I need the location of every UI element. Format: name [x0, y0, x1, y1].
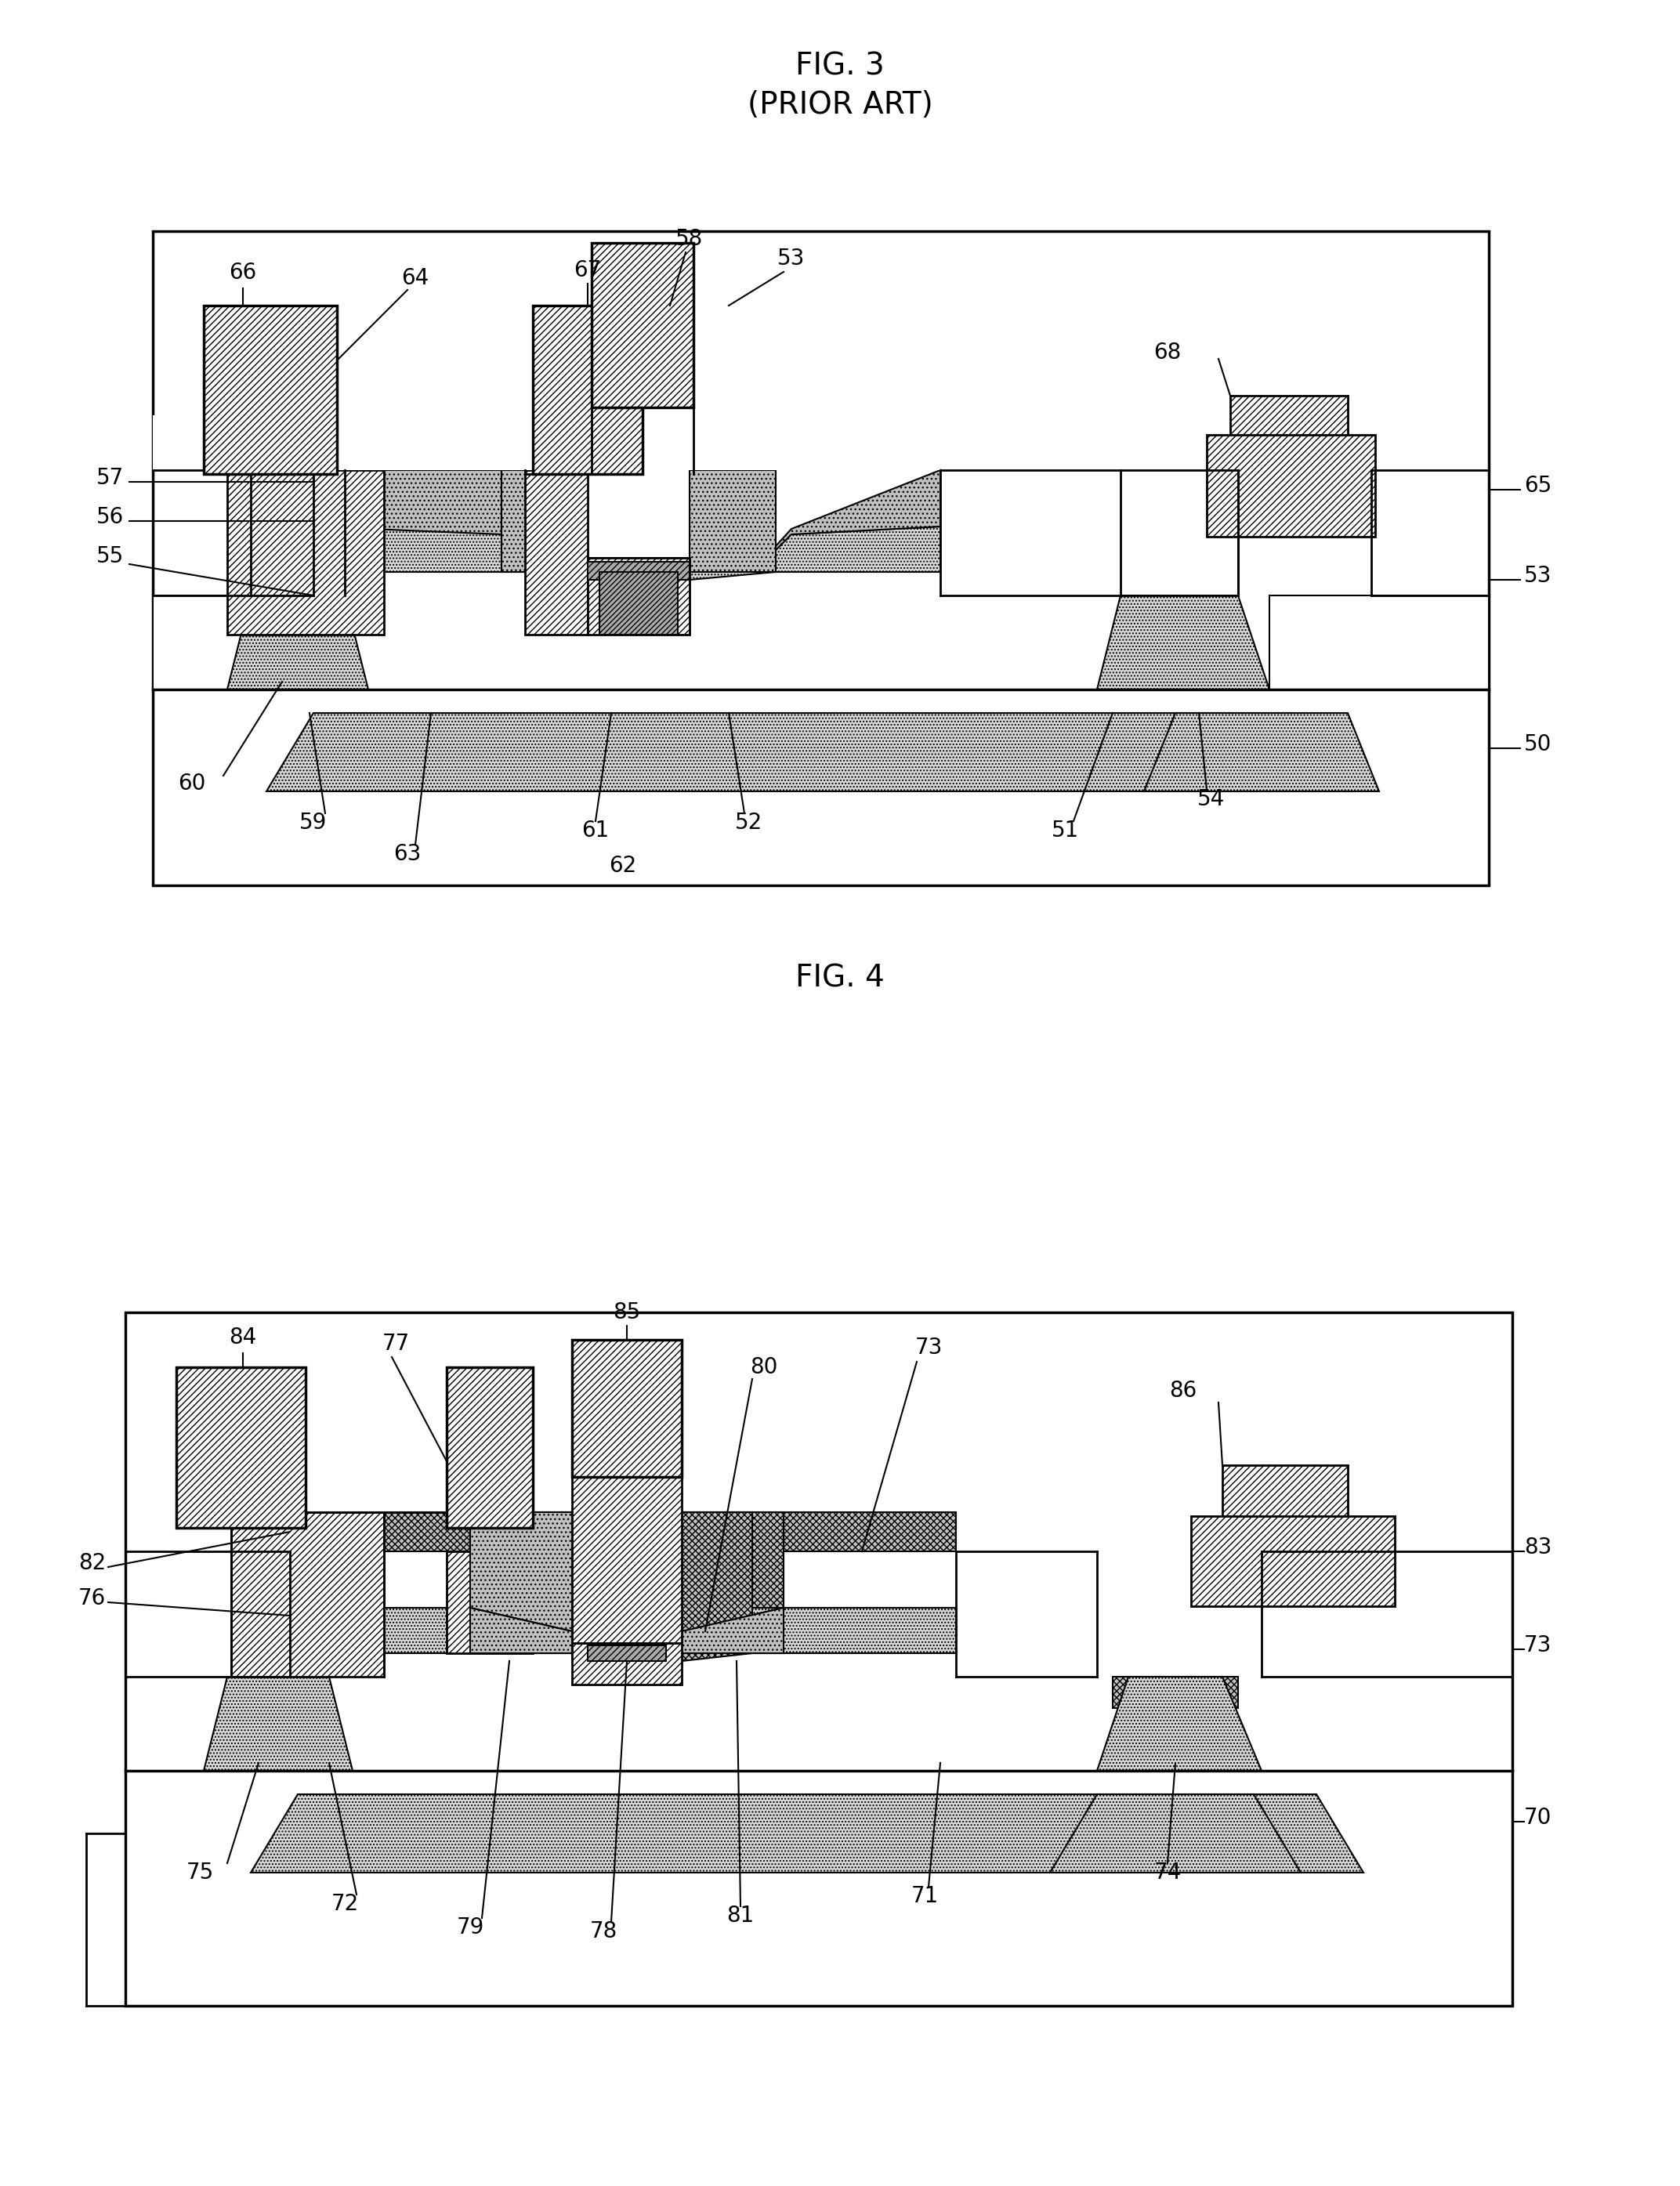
Bar [126, 1312, 1512, 2007]
Bar [571, 1434, 682, 1644]
Text: 81: 81 [727, 1904, 754, 1926]
Bar [227, 470, 385, 634]
Bar [344, 595, 1121, 689]
Bar [1206, 435, 1376, 538]
Bar [588, 557, 689, 634]
Polygon shape [1097, 1677, 1262, 1771]
Bar [1191, 1517, 1394, 1607]
Polygon shape [470, 1607, 571, 1653]
Polygon shape [470, 1513, 783, 1607]
Polygon shape [689, 470, 776, 573]
Text: 52: 52 [734, 811, 763, 833]
Polygon shape [1144, 713, 1379, 791]
Polygon shape [1050, 1795, 1300, 1873]
Text: 77: 77 [381, 1333, 410, 1355]
Text: 53: 53 [778, 247, 805, 269]
Bar [1270, 595, 1488, 689]
Text: 72: 72 [331, 1893, 358, 1915]
Text: 63: 63 [393, 844, 422, 866]
Bar [1230, 396, 1347, 533]
Polygon shape [314, 527, 941, 579]
Text: 73: 73 [914, 1336, 942, 1360]
Bar [176, 1366, 306, 1528]
Text: 64: 64 [402, 267, 428, 289]
Polygon shape [267, 713, 1356, 791]
Text: 80: 80 [751, 1355, 778, 1377]
Text: 53: 53 [1524, 564, 1552, 586]
Polygon shape [470, 1513, 571, 1631]
Polygon shape [314, 470, 941, 562]
Text: 75: 75 [186, 1862, 213, 1884]
Text: 56: 56 [96, 507, 124, 529]
Text: 85: 85 [613, 1301, 640, 1323]
Bar [447, 1366, 533, 1528]
Text: 70: 70 [1524, 1808, 1552, 1830]
Text: 71: 71 [911, 1884, 939, 1906]
Text: 67: 67 [575, 260, 601, 282]
Bar [447, 1552, 533, 1653]
Text: 59: 59 [299, 811, 328, 833]
Text: 50: 50 [1524, 732, 1552, 756]
Text: 65: 65 [1524, 474, 1552, 496]
Text: 84: 84 [228, 1327, 257, 1349]
Text: 57: 57 [96, 468, 124, 490]
Polygon shape [203, 1677, 353, 1771]
Bar [291, 1513, 956, 1552]
Text: 51: 51 [1052, 820, 1080, 842]
Bar [600, 573, 677, 634]
Polygon shape [682, 1607, 783, 1653]
Bar [153, 232, 1488, 885]
Polygon shape [1097, 595, 1270, 689]
Text: 76: 76 [79, 1587, 106, 1609]
Polygon shape [1112, 1677, 1238, 1707]
Polygon shape [250, 1795, 1364, 1873]
Bar [591, 243, 694, 407]
Bar [1223, 1465, 1347, 1602]
Text: FIG. 4: FIG. 4 [795, 964, 885, 992]
Bar [291, 1607, 956, 1653]
Text: 78: 78 [590, 1919, 617, 1943]
Text: 73: 73 [1524, 1635, 1552, 1657]
Bar [524, 470, 588, 634]
Text: 61: 61 [581, 820, 610, 842]
Bar [588, 1646, 665, 1661]
Text: 54: 54 [1196, 789, 1225, 811]
Polygon shape [470, 1607, 783, 1661]
Text: (PRIOR ART): (PRIOR ART) [748, 90, 932, 120]
Polygon shape [588, 562, 689, 579]
Bar [232, 1513, 385, 1677]
Text: 82: 82 [79, 1552, 106, 1574]
Text: 66: 66 [228, 262, 257, 284]
Polygon shape [682, 1631, 753, 1661]
Bar [153, 595, 250, 689]
Polygon shape [682, 1513, 753, 1646]
Text: 68: 68 [1154, 341, 1181, 363]
Polygon shape [227, 595, 368, 689]
Text: 74: 74 [1154, 1862, 1181, 1884]
Bar [533, 306, 642, 474]
Bar [203, 306, 338, 474]
Text: 83: 83 [1524, 1537, 1552, 1559]
Text: 58: 58 [675, 227, 704, 249]
Text: 79: 79 [457, 1917, 484, 1939]
Text: 86: 86 [1169, 1379, 1198, 1401]
Text: FIG. 3: FIG. 3 [795, 50, 885, 81]
Bar [571, 1644, 682, 1685]
Polygon shape [502, 470, 588, 573]
Text: 55: 55 [96, 544, 124, 566]
Text: 60: 60 [178, 772, 207, 794]
Text: 62: 62 [610, 855, 637, 877]
Bar [571, 1340, 682, 1478]
Bar [314, 415, 941, 470]
Bar [153, 415, 227, 470]
